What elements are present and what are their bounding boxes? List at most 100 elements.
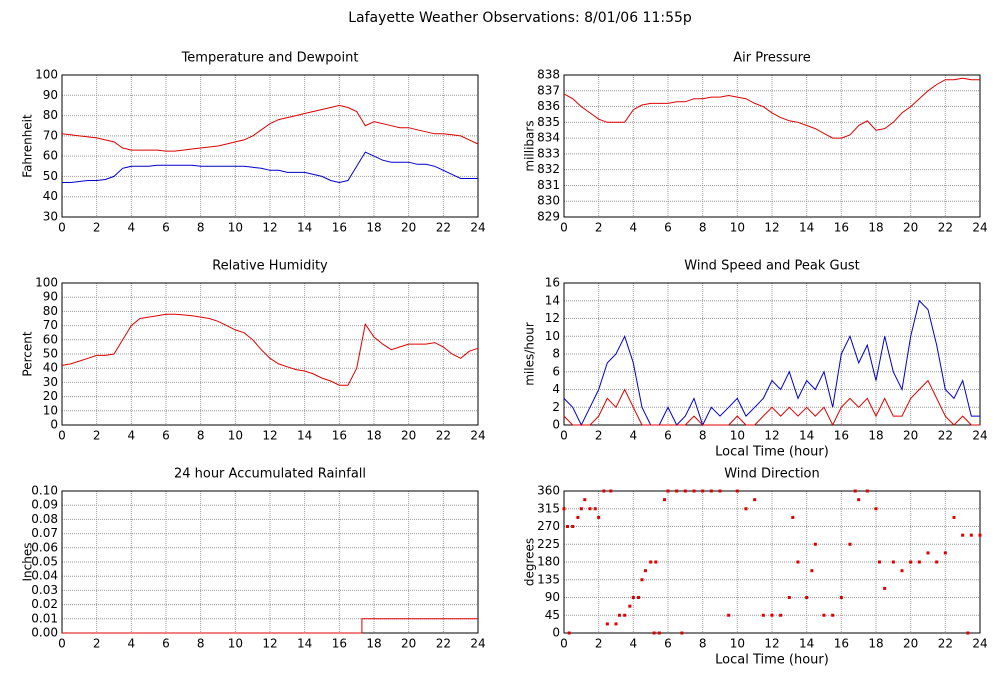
x-tick-label: 16 [332,429,347,443]
y-tick-label: 90 [545,590,560,604]
data-point [943,551,947,555]
data-line [62,618,478,634]
x-tick-label: 18 [366,429,381,443]
x-tick-label: 0 [560,429,568,443]
data-point [813,542,817,546]
data-point [640,578,644,582]
y-tick-label: 135 [537,572,560,586]
data-point [865,489,869,493]
data-point [597,515,601,519]
x-tick-label: 24 [972,429,987,443]
plot-frame [563,282,981,426]
y-tick-label: 80 [43,304,58,318]
data-point [853,489,857,493]
y-tick-label: 20 [43,389,58,403]
data-point [637,596,641,599]
x-tick-label: 20 [903,429,918,443]
x-tick-label: 12 [764,637,779,651]
y-tick-label: 50 [43,347,58,361]
data-point [848,542,852,546]
x-tick-label: 22 [436,429,451,443]
y-tick-label: 16 [545,276,560,290]
data-point [857,498,861,502]
y-tick-label: 30 [43,375,58,389]
x-tick-label: 10 [228,429,243,443]
x-tick-label: 14 [297,221,312,235]
x-tick-label: 8 [699,637,707,651]
data-point [753,498,757,502]
data-point [571,525,575,528]
y-tick-label: 6 [552,364,560,378]
x-tick-label: 2 [595,221,603,235]
y-axis-label: Inches [21,543,35,582]
data-line [563,299,980,427]
x-tick-label: 2 [93,429,101,443]
y-tick-label: 90 [43,290,58,304]
data-point [810,569,814,573]
data-point [791,515,795,519]
y-tick-label: 80 [43,108,58,122]
x-tick-label: 6 [162,221,170,235]
y-tick-label: 60 [43,149,58,163]
x-tick-label: 16 [834,637,849,651]
x-tick-label: 12 [764,429,779,443]
x-tick-label: 8 [197,637,205,651]
x-tick-label: 20 [903,221,918,235]
x-tick-label: 22 [436,221,451,235]
x-tick-label: 14 [297,429,312,443]
x-tick-label: 8 [197,221,205,235]
y-tick-label: 0.10 [31,484,58,498]
x-tick-label: 18 [868,221,883,235]
x-tick-label: 24 [470,429,485,443]
y-tick-label: 829 [537,210,560,224]
x-tick-label: 12 [262,221,277,235]
y-tick-label: 4 [552,382,560,396]
y-tick-label: 0.09 [31,498,58,512]
x-tick-label: 2 [595,637,603,651]
x-tick-label: 4 [128,637,136,651]
x-tick-label: 16 [834,429,849,443]
data-line [61,104,479,152]
data-point [631,596,635,599]
x-tick-label: 8 [699,221,707,235]
x-tick-label: 0 [560,637,568,651]
y-tick-label: 40 [43,361,58,375]
y-tick-label: 0.00 [31,626,58,640]
y-tick-label: 0 [552,626,560,640]
data-point [602,489,606,493]
y-tick-label: 180 [537,555,560,569]
data-point [779,613,783,617]
data-point [909,560,913,564]
x-tick-label: 6 [664,221,672,235]
y-tick-label: 834 [537,131,560,145]
data-point [952,515,956,519]
data-point [652,631,656,635]
x-tick-label: 14 [799,429,814,443]
data-point [583,498,587,502]
y-tick-label: 10 [545,329,560,343]
data-point [935,560,939,564]
x-tick-label: 2 [93,221,101,235]
data-point [796,560,800,564]
plot-frame [61,74,479,218]
x-tick-label: 10 [228,221,243,235]
x-tick-label: 24 [972,221,987,235]
x-tick-label: 10 [228,637,243,651]
data-point [628,604,632,608]
x-tick-label: 4 [128,221,136,235]
y-tick-label: 0.06 [31,540,58,554]
data-point [683,489,687,493]
x-tick-label: 16 [332,221,347,235]
data-point [969,533,973,537]
y-tick-label: 30 [43,210,58,224]
x-tick-label: 20 [401,429,416,443]
y-tick-label: 70 [43,318,58,332]
data-point [576,515,580,519]
x-tick-label: 18 [366,221,381,235]
data-point [744,507,748,511]
y-tick-label: 45 [545,608,560,622]
y-tick-label: 832 [537,162,560,176]
data-point [770,613,774,617]
data-point [588,507,592,511]
